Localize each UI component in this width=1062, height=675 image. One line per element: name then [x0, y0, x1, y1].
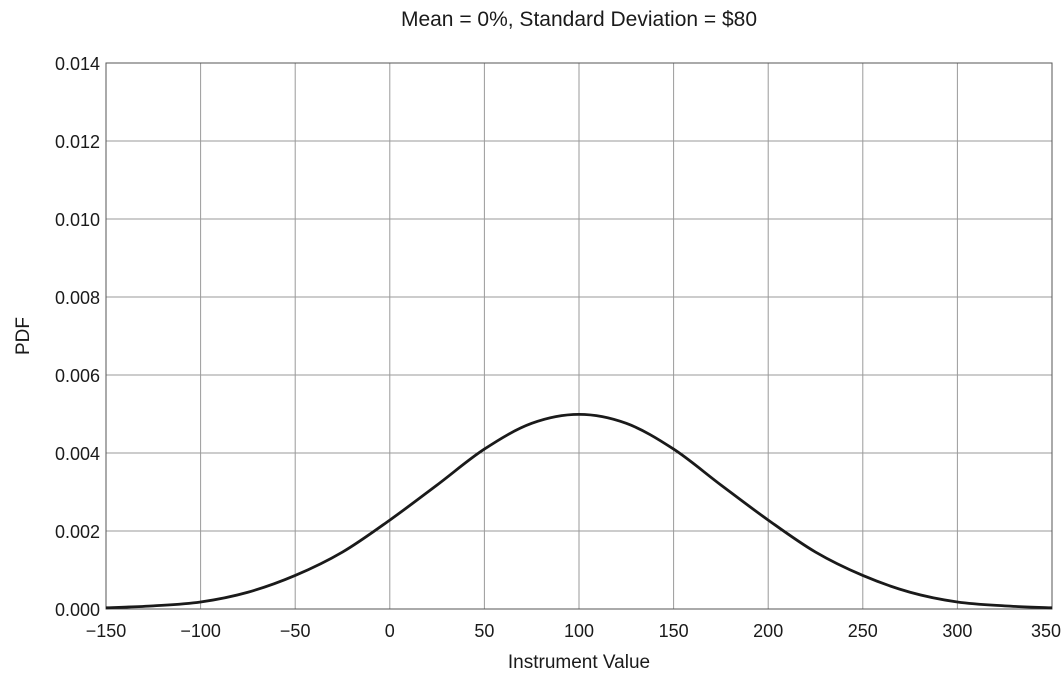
- grid: [105, 62, 1053, 610]
- x-tick-label: −50: [280, 621, 311, 641]
- x-tick-label: 0: [385, 621, 395, 641]
- x-tick-label: 100: [564, 621, 594, 641]
- x-tick-label: 300: [942, 621, 972, 641]
- pdf-curve: [105, 412, 1053, 610]
- y-tick-label: 0.002: [55, 522, 100, 542]
- y-tick-label: 0.010: [55, 210, 100, 230]
- chart-title: Mean = 0%, Standard Deviation = $80: [401, 8, 757, 31]
- y-axis-label: PDF: [13, 317, 34, 355]
- x-tick-label: −100: [180, 621, 221, 641]
- plot-frame: [105, 62, 1053, 610]
- x-tick-label: 200: [753, 621, 783, 641]
- y-tick-labels: 0.000 0.002 0.004 0.006 0.008 0.010 0.012 0.014: [55, 54, 100, 620]
- y-tick-label: 0.004: [55, 444, 100, 464]
- x-tick-labels: −150 −100 −50 0 50 100 150 200 250 300 350: [86, 621, 1061, 641]
- x-tick-label: −150: [86, 621, 127, 641]
- x-tick-label: 50: [474, 621, 494, 641]
- x-tick-label: 250: [848, 621, 878, 641]
- y-tick-label: 0.006: [55, 366, 100, 386]
- y-tick-label: 0.014: [55, 54, 100, 74]
- y-tick-label: 0.012: [55, 132, 100, 152]
- x-axis-label: Instrument Value: [508, 652, 650, 673]
- y-tick-label: 0.000: [55, 600, 100, 620]
- y-tick-label: 0.008: [55, 288, 100, 308]
- x-tick-label: 350: [1031, 621, 1061, 641]
- x-tick-label: 150: [659, 621, 689, 641]
